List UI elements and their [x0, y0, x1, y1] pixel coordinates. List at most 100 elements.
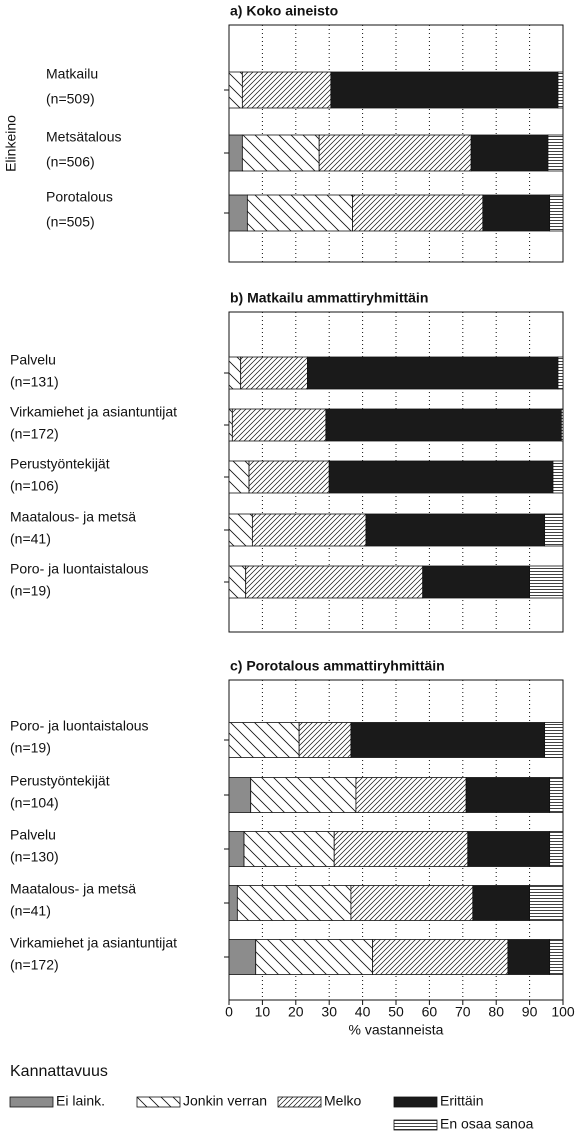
bar-segment [372, 939, 509, 975]
bar-segment [228, 194, 248, 232]
category-label: (n=130) [10, 849, 59, 865]
bar-segment [472, 885, 531, 921]
category-label: Virkamiehet ja asiantuntijat [10, 935, 177, 951]
bar-segment [549, 831, 564, 867]
x-tick-label: 90 [522, 1004, 538, 1020]
bar-segment [544, 513, 564, 547]
bar-segment [350, 885, 474, 921]
bar-segment [243, 831, 335, 867]
category-label: (n=509) [46, 91, 95, 107]
category-label: (n=41) [10, 903, 51, 919]
legend-swatch [136, 1096, 181, 1108]
legend-label: En osaa sanoa [440, 1116, 534, 1132]
bar-segment [228, 134, 243, 172]
bar-segment [231, 408, 327, 442]
y-axis-label: Elinkeino [3, 115, 19, 172]
bar-segment [246, 194, 353, 232]
category-label: (n=104) [10, 795, 59, 811]
category-label: Metsätalous [46, 129, 121, 145]
bar-segment [228, 777, 252, 813]
bar-segment [245, 565, 424, 599]
bar-segment [228, 460, 250, 494]
category-label: (n=506) [46, 154, 95, 170]
legend-label: Erittäin [440, 1093, 484, 1109]
bar-segment [547, 134, 564, 172]
category-label: (n=19) [10, 740, 51, 756]
bar-segment [318, 134, 472, 172]
x-tick-label: 70 [455, 1004, 471, 1020]
category-label: Maatalous- ja metsä [10, 881, 136, 897]
category-label: (n=106) [10, 478, 59, 494]
x-axis-label: % vastanneista [349, 1022, 444, 1038]
bar-segment [325, 408, 562, 442]
bar-segment [549, 939, 564, 975]
legend-swatch [9, 1096, 54, 1108]
category-label: Virkamiehet ja asiantuntijat [10, 404, 177, 420]
category-label: (n=41) [10, 531, 51, 547]
category-label: (n=19) [10, 583, 51, 599]
bar-segment [250, 777, 357, 813]
bar-segment [529, 565, 564, 599]
x-tick-label: 40 [355, 1004, 371, 1020]
category-label: Perustyöntekijät [10, 456, 110, 472]
x-tick-label: 60 [422, 1004, 438, 1020]
bar-segment [422, 565, 530, 599]
legend-swatch [277, 1096, 322, 1108]
legend-swatch [393, 1096, 438, 1108]
category-label: Poro- ja luontaistalous [10, 561, 149, 577]
legend-title: Kannattavuus [10, 1063, 108, 1080]
bar-segment [330, 71, 559, 109]
bar-segment [240, 356, 308, 390]
panel-title: b) Matkailu ammattiryhmittäin [230, 290, 428, 306]
bar-segment [355, 777, 467, 813]
x-tick-label: 80 [488, 1004, 504, 1020]
legend-label: Melko [324, 1093, 362, 1109]
legend-label: Jonkin verran [183, 1093, 267, 1109]
bar-segment [228, 513, 253, 547]
bar-segment [352, 194, 484, 232]
category-label: Matkailu [46, 66, 98, 82]
bar-segment [328, 460, 554, 494]
x-tick-label: 100 [551, 1004, 575, 1020]
bar-segment [470, 134, 549, 172]
bar-segment [365, 513, 546, 547]
bar-segment [307, 356, 559, 390]
category-label: Palvelu [10, 827, 56, 843]
bar-segment [333, 831, 469, 867]
bar-segment [241, 134, 320, 172]
bar-segment [549, 777, 564, 813]
bar-segment [350, 722, 546, 758]
legend-label: Ei laink. [56, 1093, 105, 1109]
bar-segment [544, 722, 564, 758]
panel-title: a) Koko aineisto [230, 3, 338, 19]
x-tick-label: 0 [225, 1004, 233, 1020]
bar-segment [241, 71, 332, 109]
category-label: (n=131) [10, 374, 59, 390]
bar-segment [557, 71, 564, 109]
category-label: (n=172) [10, 957, 59, 973]
bar-segment [228, 831, 245, 867]
bar-segment [228, 408, 233, 442]
bar-segment [236, 885, 352, 921]
x-tick-label: 10 [255, 1004, 271, 1020]
bar-segment [507, 939, 551, 975]
category-label: (n=505) [46, 214, 95, 230]
bar-segment [228, 356, 242, 390]
legend-swatch [393, 1119, 438, 1131]
bar-segment [228, 71, 243, 109]
category-label: (n=172) [10, 426, 59, 442]
bar-segment [251, 513, 367, 547]
bar-segment [549, 194, 564, 232]
bar-segment [228, 885, 238, 921]
category-label: Palvelu [10, 352, 56, 368]
bar-segment [228, 565, 247, 599]
bar-segment [255, 939, 374, 975]
x-tick-label: 20 [288, 1004, 304, 1020]
bar-segment [560, 408, 564, 442]
panel-title: c) Porotalous ammattiryhmittäin [230, 658, 445, 674]
category-label: Maatalous- ja metsä [10, 509, 136, 525]
x-tick-label: 50 [388, 1004, 404, 1020]
category-label: Perustyöntekijät [10, 773, 110, 789]
x-tick-label: 30 [321, 1004, 337, 1020]
